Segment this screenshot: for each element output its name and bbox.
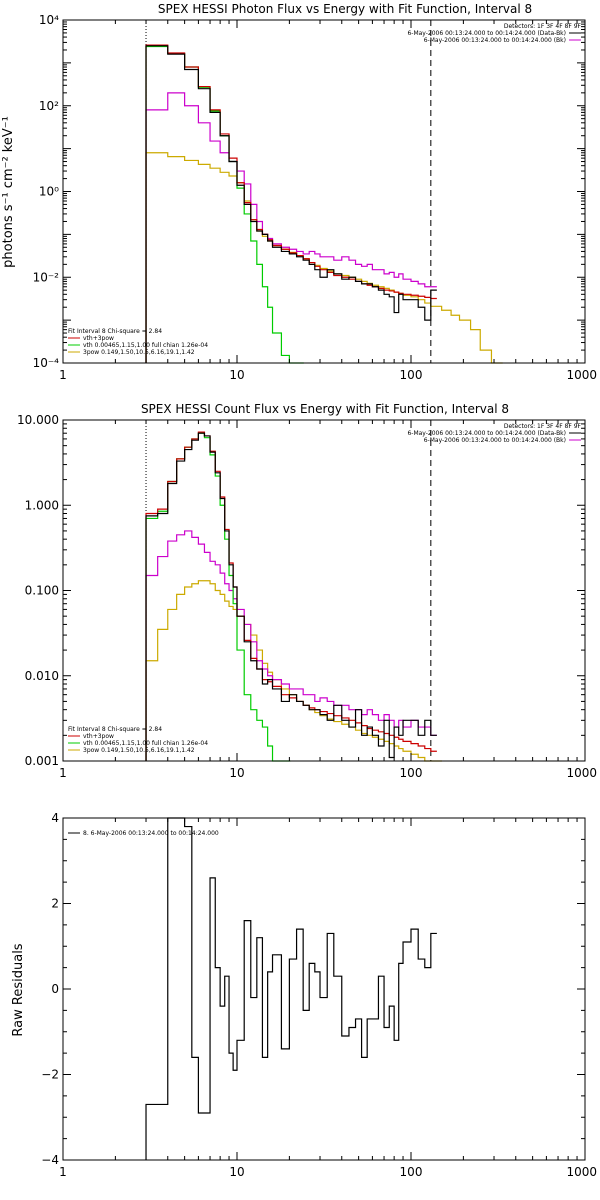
panel-1-vlines: [145, 20, 432, 363]
residuals-panel: −4 −2 0 2 4 1 10 100 1000 Raw Residuals 8. 6-Ma…: [11, 811, 597, 1179]
y-tick-label: 2: [51, 897, 59, 911]
y-tick-label: 0.010: [25, 669, 59, 683]
legend-entry: 6-May-2006 00:13:24.000 to 00:14:24.000 …: [407, 430, 566, 437]
panel-3-ticks: [62, 817, 585, 1161]
panel-3-x-tick-labels: 1 10 100 1000: [59, 1165, 597, 1179]
x-tick-label: 1: [59, 766, 67, 780]
legend-entry: 3pow 0.149,1.50,10.5,6.16,19.1,1.42: [83, 349, 195, 356]
x-tick-label: 1: [59, 368, 67, 382]
panel-2-vlines: [145, 420, 432, 761]
y-tick-label: 10⁻⁴: [33, 356, 60, 370]
legend-entry: vth+3pow: [83, 335, 114, 342]
legend-entry: 6-May-2006 00:13:24.000 to 00:14:24.000 …: [424, 437, 566, 444]
legend-entry: Fit Interval 8 Chi-square = 2.84: [68, 726, 162, 733]
panel-3-y-axis-label: Raw Residuals: [11, 943, 26, 1036]
x-tick-label: 1000: [566, 1165, 597, 1179]
y-tick-label: −4: [41, 1153, 59, 1167]
x-tick-label: 100: [400, 766, 423, 780]
series-vth-3pow: [145, 431, 437, 761]
x-tick-label: 100: [400, 1165, 423, 1179]
x-tick-label: 1000: [566, 368, 597, 382]
panel-1-title: SPEX HESSI Photon Flux vs Energy with Fi…: [158, 2, 532, 16]
legend-entry: 3pow 0.149,1.50,10.5,6.16,19.1,1.42: [83, 747, 195, 754]
x-tick-label: 1: [59, 1165, 67, 1179]
series-3pow: [145, 152, 503, 364]
panel-1-legend-top-right: Detectors: 1F 3F 4F 8F 9F6-May-2006 00:1…: [407, 23, 581, 44]
y-tick-label: 1.000: [25, 498, 59, 512]
panel-3-frame: [62, 817, 586, 1161]
series-vth: [145, 45, 304, 364]
panel-2-x-tick-labels: 1 10 100 1000: [59, 766, 597, 780]
y-tick-label: 0.001: [25, 754, 59, 768]
panel-2-frame: [62, 419, 586, 762]
series-8-6-may-2006-00-13-24-000-to-00-14-24-000: [145, 817, 437, 1160]
count-flux-panel: SPEX HESSI Count Flux vs Energy with Fit…: [17, 402, 597, 780]
panel-2-y-tick-labels: 0.001 0.010 0.100 1.000 10.000: [17, 413, 59, 768]
y-tick-label: 4: [51, 811, 59, 825]
x-tick-label: 10: [229, 368, 244, 382]
y-tick-label: 0.100: [25, 584, 59, 598]
panel-2-legend-top-right: Detectors: 1F 3F 4F 8F 9F6-May-2006 00:1…: [407, 423, 581, 444]
panel-3-y-tick-labels: −4 −2 0 2 4: [41, 811, 59, 1167]
y-tick-label: 10⁻²: [33, 270, 60, 284]
y-tick-label: 10⁴: [39, 13, 59, 27]
panel-1-y-tick-labels: 10⁻⁴ 10⁻² 10⁰ 10² 10⁴: [33, 13, 60, 370]
y-tick-label: 0: [51, 982, 59, 996]
panel-3-series: [145, 817, 437, 1160]
legend-entry: Detectors: 1F 3F 4F 8F 9F: [504, 23, 582, 30]
legend-entry: vth+3pow: [83, 733, 114, 740]
series-bk: [145, 92, 437, 363]
panel-2-title: SPEX HESSI Count Flux vs Energy with Fit…: [141, 402, 509, 416]
legend-entry: Detectors: 1F 3F 4F 8F 9F: [504, 423, 582, 430]
x-tick-label: 1000: [566, 766, 597, 780]
photon-flux-panel: SPEX HESSI Photon Flux vs Energy with Fi…: [1, 2, 597, 382]
series-3pow: [145, 580, 443, 762]
x-tick-label: 100: [400, 368, 423, 382]
panel-2-ticks: [62, 420, 585, 762]
y-tick-label: 10⁰: [39, 185, 59, 199]
panel-1-legend-bottom-left: Fit Interval 8 Chi-square = 2.84vth+3pow…: [68, 328, 208, 356]
y-tick-label: −2: [41, 1068, 59, 1082]
series-data-bk: [145, 45, 437, 363]
legend-entry: 6-May-2006 00:13:24.000 to 00:14:24.000 …: [407, 30, 566, 37]
y-tick-label: 10²: [39, 99, 59, 113]
panel-1-x-tick-labels: 1 10 100 1000: [59, 368, 597, 382]
panel-1-y-axis-label: photons s⁻¹ cm⁻² keV⁻¹: [1, 116, 16, 268]
panel-1-ticks: [62, 20, 585, 364]
panel-2-series: [145, 431, 443, 762]
panel-1-frame: [62, 19, 586, 364]
y-tick-label: 10.000: [17, 413, 59, 427]
x-tick-label: 10: [229, 766, 244, 780]
legend-entry: 6-May-2006 00:13:24.000 to 00:14:24.000 …: [424, 37, 566, 44]
series-data-bk: [145, 432, 437, 761]
series-vth-3pow: [145, 44, 437, 363]
legend-entry: vth 0.00465,1.15,1.00 full chian 1.26e-0…: [83, 740, 208, 747]
legend-entry: 8. 6-May-2006 00:13:24.000 to 00:14:24.0…: [83, 830, 219, 837]
panel-3-legend-top-left: 8. 6-May-2006 00:13:24.000 to 00:14:24.0…: [68, 830, 219, 837]
panel-2-legend-bottom-left: Fit Interval 8 Chi-square = 2.84vth+3pow…: [68, 726, 208, 754]
legend-entry: vth 0.00465,1.15,1.00 full chian 1.26e-0…: [83, 342, 208, 349]
series-bk: [145, 530, 437, 761]
panel-1-series: [145, 44, 503, 364]
x-tick-label: 10: [229, 1165, 244, 1179]
legend-entry: Fit Interval 8 Chi-square = 2.84: [68, 328, 162, 335]
